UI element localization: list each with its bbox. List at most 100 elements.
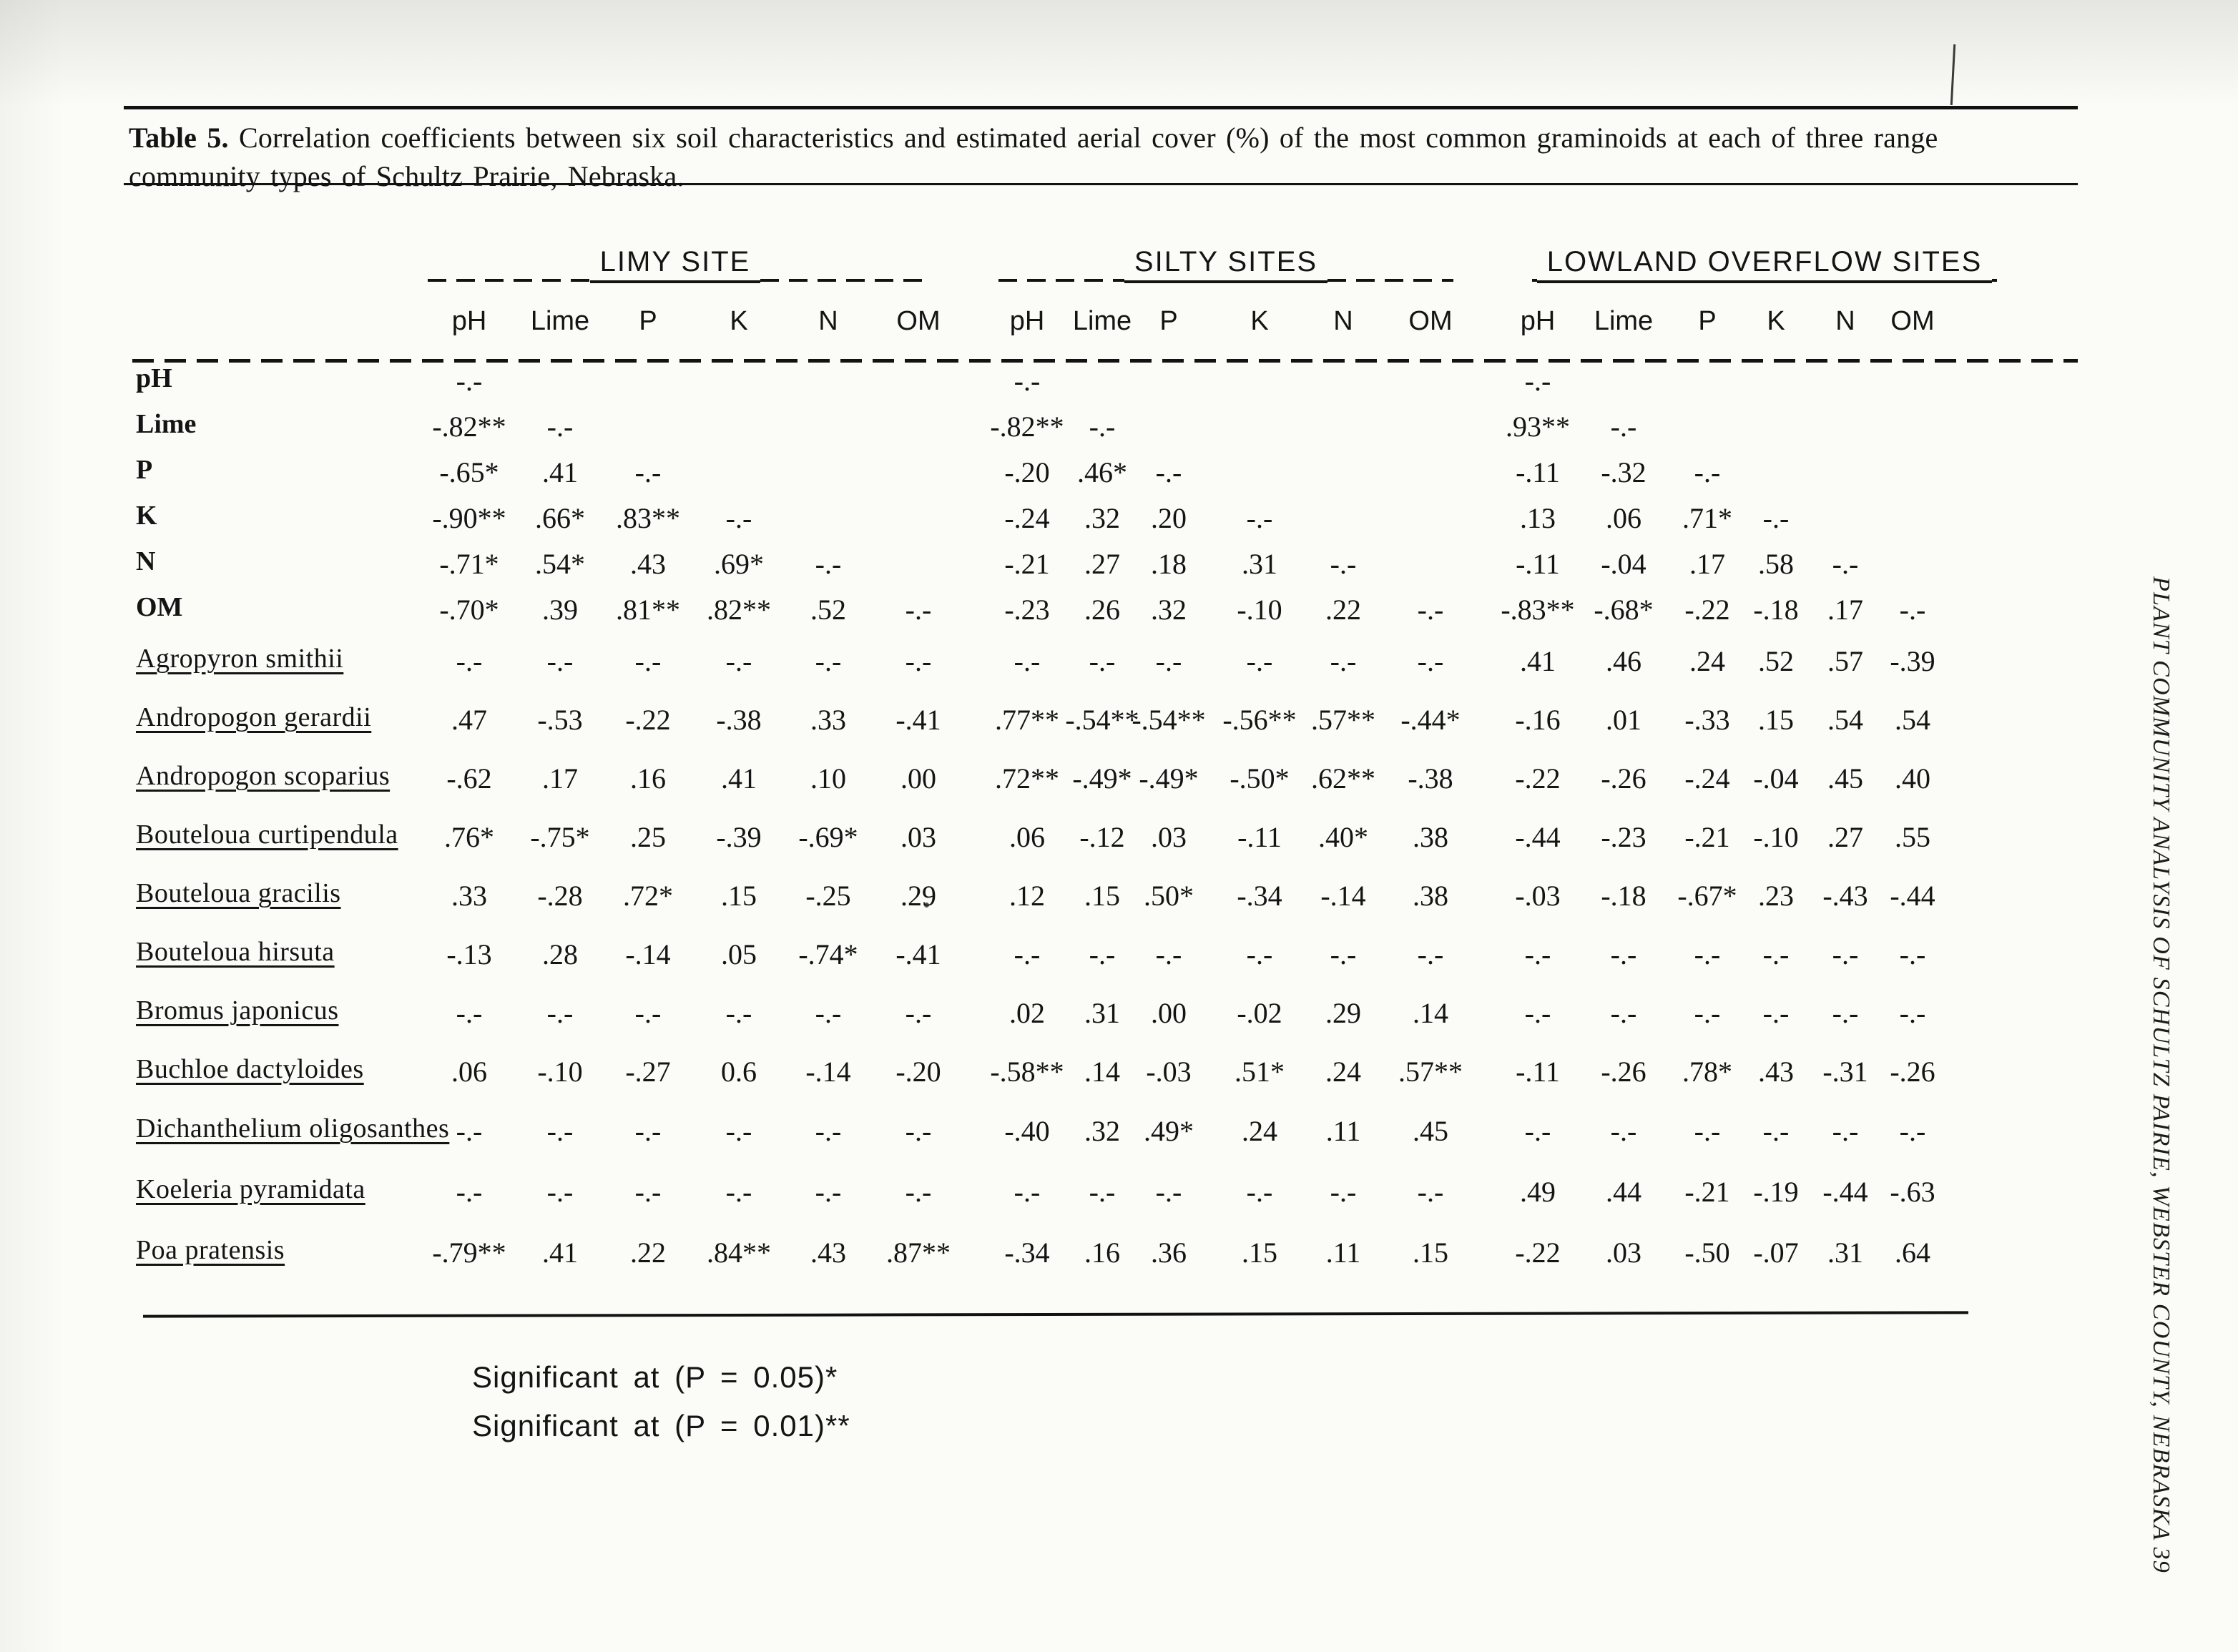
row-label: N xyxy=(136,546,156,576)
value-cell: -.11 xyxy=(1516,548,1560,580)
table-top-rule xyxy=(124,106,2078,109)
column-header-ph: pH xyxy=(1009,306,1045,336)
value-cell: .55 xyxy=(1895,821,1930,853)
value-cell: -.- xyxy=(1014,645,1041,677)
value-cell: -.44* xyxy=(1400,704,1461,736)
value-cell: -.- xyxy=(725,997,752,1029)
value-cell: -.10 xyxy=(1237,594,1282,626)
value-cell: -.21 xyxy=(1004,548,1050,580)
value-cell: -.- xyxy=(1762,997,1790,1029)
value-cell: -.- xyxy=(456,645,483,677)
value-cell: -.- xyxy=(815,645,842,677)
value-cell: .24 xyxy=(1689,645,1725,677)
value-cell: -.- xyxy=(1246,645,1273,677)
scan-artifact-dot xyxy=(924,903,929,908)
value-cell: .78* xyxy=(1682,1056,1732,1088)
value-cell: .54 xyxy=(1895,704,1930,736)
value-cell: -.- xyxy=(1155,456,1182,488)
value-cell: -.79** xyxy=(432,1236,506,1269)
value-cell: -.83** xyxy=(1501,594,1575,626)
value-cell: -.- xyxy=(1610,938,1637,970)
value-cell: -.14 xyxy=(805,1056,851,1088)
value-cell: .06 xyxy=(1009,821,1045,853)
value-cell: -.41 xyxy=(895,938,941,970)
value-cell: -.- xyxy=(1246,1176,1273,1208)
value-cell: .26 xyxy=(1084,594,1120,626)
value-cell: -.25 xyxy=(805,880,851,912)
table-bottom-rule xyxy=(142,1311,1969,1318)
value-cell: -.- xyxy=(1155,645,1182,677)
value-cell: -.67* xyxy=(1677,880,1737,912)
value-cell: -.19 xyxy=(1753,1176,1799,1208)
value-cell: .17 xyxy=(1827,594,1863,626)
value-cell: -.- xyxy=(1246,938,1273,970)
value-cell: -.23 xyxy=(1601,821,1646,853)
scan-artifact-mark xyxy=(1950,44,1956,106)
value-cell: -.38 xyxy=(716,704,762,736)
value-cell: -.31 xyxy=(1822,1056,1868,1088)
value-cell: -.- xyxy=(905,997,932,1029)
value-cell: .15 xyxy=(1242,1236,1277,1269)
column-header-k: K xyxy=(1767,306,1785,336)
value-cell: -.54** xyxy=(1065,704,1139,736)
value-cell: -.50* xyxy=(1230,762,1290,795)
value-cell: -.69* xyxy=(798,821,858,853)
value-cell: -.26 xyxy=(1890,1056,1935,1088)
value-cell: -.07 xyxy=(1753,1236,1799,1269)
table-number: Table 5. xyxy=(129,122,229,154)
row-label: Agropyron smithii xyxy=(136,644,344,674)
value-cell: .82** xyxy=(707,594,771,626)
value-cell: -.22 xyxy=(1515,1236,1561,1269)
value-cell: .54* xyxy=(535,548,585,580)
table-caption: Table 5. Correlation coefficients betwee… xyxy=(129,119,2071,196)
value-cell: -.- xyxy=(1089,410,1116,443)
value-cell: .66* xyxy=(535,502,585,534)
value-cell: .05 xyxy=(721,938,757,970)
value-cell: .57** xyxy=(1311,704,1375,736)
value-cell: .40 xyxy=(1895,762,1930,795)
value-cell: .38 xyxy=(1413,880,1448,912)
value-cell: -.- xyxy=(1762,502,1790,534)
value-cell: .49* xyxy=(1144,1115,1194,1147)
value-cell: .41 xyxy=(1520,645,1556,677)
value-cell: -.- xyxy=(1610,1115,1637,1147)
value-cell: .49 xyxy=(1520,1176,1556,1208)
value-cell: -.53 xyxy=(537,704,583,736)
value-cell: -.74* xyxy=(798,938,858,970)
value-cell: .28 xyxy=(542,938,578,970)
value-cell: .10 xyxy=(810,762,846,795)
value-cell: -.- xyxy=(1417,1176,1444,1208)
value-cell: .43 xyxy=(1758,1056,1794,1088)
value-cell: -.22 xyxy=(625,704,671,736)
row-label: Buchloe dactyloides xyxy=(136,1054,364,1084)
value-cell: -.- xyxy=(1832,997,1859,1029)
value-cell: .16 xyxy=(1084,1236,1120,1269)
value-cell: -.- xyxy=(1610,410,1637,443)
value-cell: -.- xyxy=(634,997,662,1029)
value-cell: -.10 xyxy=(1753,821,1799,853)
row-label: OM xyxy=(136,592,183,622)
value-cell: -.- xyxy=(1832,938,1859,970)
value-cell: -.34 xyxy=(1004,1236,1050,1269)
value-cell: -.18 xyxy=(1601,880,1646,912)
dashed-segment xyxy=(428,279,590,282)
value-cell: .50* xyxy=(1144,880,1194,912)
value-cell: -.- xyxy=(1762,1115,1790,1147)
value-cell: .32 xyxy=(1151,594,1187,626)
value-cell: .23 xyxy=(1758,880,1794,912)
value-cell: -.- xyxy=(546,1115,574,1147)
value-cell: -.62 xyxy=(446,762,492,795)
value-cell: -.- xyxy=(1899,1115,1926,1147)
group-header-label: SILTY SITES xyxy=(1124,246,1328,283)
dashed-segment xyxy=(1327,279,1454,282)
value-cell: -.- xyxy=(1524,365,1551,397)
value-cell: -.- xyxy=(1762,938,1790,970)
value-cell: -.27 xyxy=(625,1056,671,1088)
value-cell: .58 xyxy=(1758,548,1794,580)
value-cell: .69* xyxy=(714,548,764,580)
value-cell: .00 xyxy=(1151,997,1187,1029)
value-cell: .38 xyxy=(1413,821,1448,853)
value-cell: .12 xyxy=(1009,880,1045,912)
value-cell: -.44 xyxy=(1822,1176,1868,1208)
value-cell: .77** xyxy=(995,704,1059,736)
